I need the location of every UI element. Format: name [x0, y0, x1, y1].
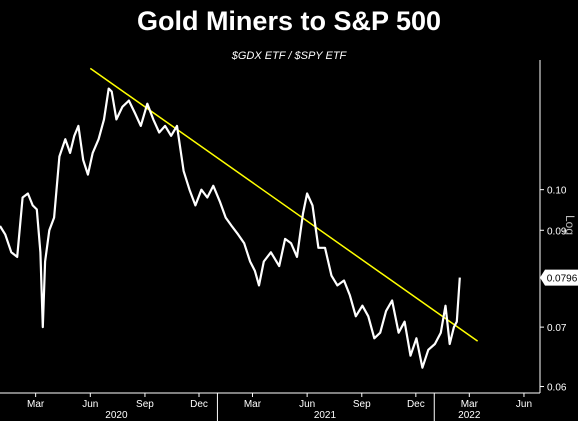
- x-year-label: 2020: [105, 410, 128, 421]
- y-tick-label: 0.07: [547, 323, 567, 334]
- x-tick-label: Sep: [353, 399, 371, 410]
- y-tick-label: 0.10: [547, 186, 567, 197]
- x-tick-label: Mar: [27, 399, 45, 410]
- x-tick-label: Jun: [516, 399, 532, 410]
- x-year-label: 2021: [314, 410, 337, 421]
- chart-title: Gold Miners to S&P 500: [136, 6, 442, 36]
- chart-subtitle: $GDX ETF / $SPY ETF: [231, 50, 347, 62]
- y-axis-label: Log: [563, 215, 577, 235]
- x-tick-label: Jun: [299, 399, 315, 410]
- x-tick-label: Jun: [82, 399, 98, 410]
- last-value-label: 0.0796: [547, 274, 578, 285]
- series-line: [0, 87, 461, 369]
- x-tick-label: Dec: [190, 399, 208, 410]
- last-value-box: [540, 269, 578, 286]
- x-tick-label: Sep: [136, 399, 154, 410]
- y-tick-label: 0.06: [547, 383, 567, 394]
- y-tick-label: 0.09: [547, 226, 567, 237]
- trendline: [89, 67, 479, 342]
- x-tick-label: Dec: [407, 399, 425, 410]
- x-tick-label: Mar: [244, 399, 262, 410]
- x-tick-label: Mar: [461, 399, 479, 410]
- x-year-label: 2022: [458, 410, 481, 421]
